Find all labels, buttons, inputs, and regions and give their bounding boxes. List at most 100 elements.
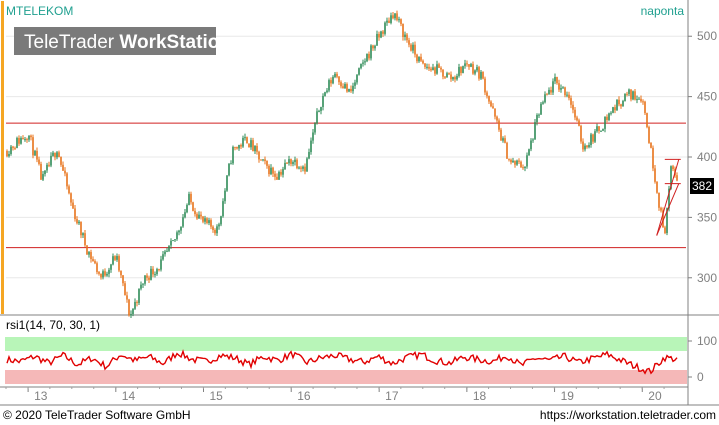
candle-body: [676, 175, 678, 181]
candle-body: [236, 146, 238, 149]
candle-body: [502, 138, 504, 141]
candle-body: [442, 69, 444, 77]
candle-body: [198, 214, 200, 219]
candle-body: [210, 220, 212, 227]
candle-body: [440, 67, 442, 70]
candle-body: [52, 152, 54, 156]
candle-body: [558, 83, 560, 90]
candle-body: [394, 13, 396, 19]
candle-body: [308, 152, 310, 159]
x-tick-label: 16: [297, 389, 311, 403]
candle-body: [118, 256, 120, 271]
last-price-badge: [690, 178, 714, 194]
rsi-tick-label: 100: [697, 334, 717, 348]
candle-body: [570, 98, 572, 105]
watermark-text: TeleTrader WorkStation: [24, 32, 231, 53]
x-tick-label: 13: [34, 389, 48, 403]
candle-body: [432, 67, 434, 71]
candle-body: [56, 152, 58, 158]
candle-body: [36, 150, 38, 160]
candle-body: [632, 91, 634, 100]
candle-body: [458, 66, 460, 76]
candle-body: [536, 114, 538, 123]
candle-body: [66, 173, 68, 187]
candle-body: [166, 250, 168, 252]
candle-body: [108, 269, 110, 274]
candle-body: [242, 137, 244, 147]
candle-body: [124, 283, 126, 296]
symbol-label: MTELEKOM: [6, 4, 73, 18]
candle-body: [496, 116, 498, 121]
candle-body: [230, 163, 232, 165]
candle-body: [628, 89, 630, 94]
candle-body: [18, 138, 20, 144]
candle-body: [316, 111, 318, 124]
candle-body: [78, 221, 80, 224]
candle-body: [660, 207, 662, 211]
candle-body: [244, 137, 246, 139]
candle-body: [410, 44, 412, 51]
candle-body: [404, 34, 406, 38]
candle-body: [656, 181, 658, 193]
candle-body: [220, 216, 222, 225]
candle-body: [148, 277, 150, 280]
candle-body: [508, 158, 510, 160]
candle-body: [48, 164, 50, 166]
candle-body: [654, 168, 656, 182]
candle-body: [256, 145, 258, 152]
candle-body: [586, 145, 588, 148]
candle-body: [150, 268, 152, 280]
candle-body: [222, 201, 224, 217]
candle-body: [144, 275, 146, 284]
candle-body: [626, 93, 628, 95]
candle-body: [550, 89, 552, 93]
candle-body: [574, 109, 576, 118]
candle-body: [288, 159, 290, 164]
x-tick-label: 14: [122, 389, 136, 403]
footer-url[interactable]: https://workstation.teletrader.com: [540, 408, 716, 422]
candle-body: [498, 120, 500, 130]
candle-body: [326, 90, 328, 93]
candle-body: [310, 140, 312, 153]
candle-body: [360, 63, 362, 69]
candle-body: [450, 74, 452, 80]
candle-body: [408, 40, 410, 45]
candle-body: [20, 138, 22, 144]
candle-body: [322, 95, 324, 108]
candle-body: [340, 82, 342, 87]
candle-body: [10, 146, 12, 154]
candle-body: [348, 88, 350, 92]
candle-body: [54, 152, 56, 158]
candle-body: [602, 128, 604, 131]
candle-body: [156, 269, 158, 275]
candle-body: [126, 295, 128, 300]
candle-body: [164, 251, 166, 255]
candle-body: [356, 74, 358, 83]
candle-body: [444, 76, 446, 78]
candle-body: [324, 92, 326, 96]
candle-body: [584, 145, 586, 150]
candle-body: [336, 73, 338, 77]
candle-body: [610, 112, 612, 114]
candle-body: [258, 151, 260, 160]
candle-body: [186, 204, 188, 213]
candle-body: [252, 140, 254, 152]
candle-body: [538, 114, 540, 116]
candle-body: [202, 216, 204, 222]
candle-body: [540, 103, 542, 115]
candle-body: [264, 159, 266, 162]
candle-body: [50, 155, 52, 166]
candle-body: [204, 218, 206, 222]
candle-body: [476, 67, 478, 71]
candle-body: [666, 208, 668, 234]
candle-body: [416, 54, 418, 62]
candle-body: [14, 147, 16, 149]
candle-body: [90, 252, 92, 260]
candle-body: [406, 34, 408, 41]
candle-body: [76, 219, 78, 224]
candle-body: [668, 188, 670, 209]
candle-body: [614, 107, 616, 111]
candle-body: [412, 44, 414, 51]
candle-body: [190, 193, 192, 203]
candle-body: [290, 159, 292, 164]
